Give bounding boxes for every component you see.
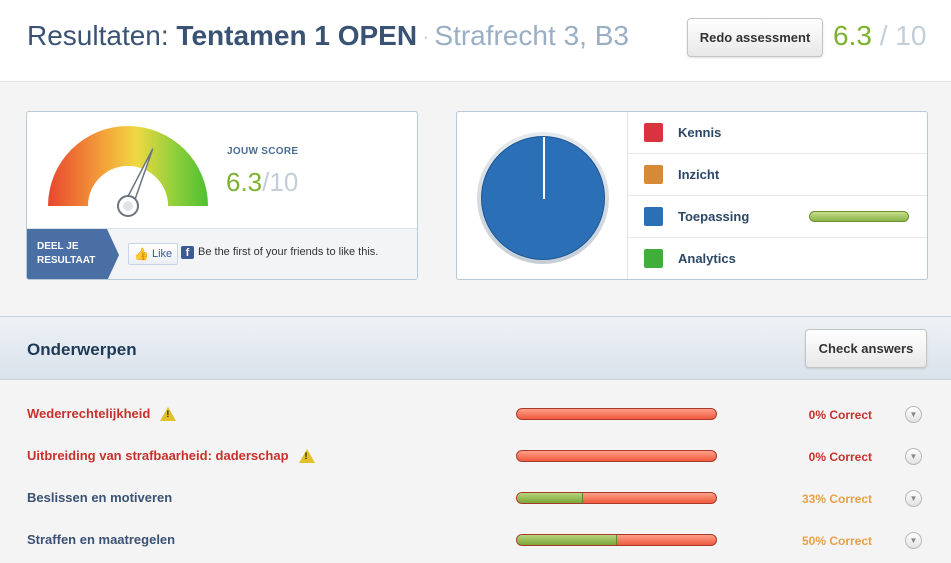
title-separator: ·	[423, 28, 429, 46]
topic-progress-bar	[516, 408, 717, 420]
topic-row[interactable]: Uitbreiding van strafbaarheid: daderscha…	[0, 435, 951, 477]
category-swatch-red	[644, 123, 663, 142]
page-title: Resultaten: Tentamen 1 OPEN · Strafrecht 3…	[27, 20, 629, 52]
exam-name: Tentamen 1 OPEN	[176, 20, 418, 51]
category-panel: Kennis Inzicht Toepassing Analytics	[456, 111, 928, 280]
score-gauge	[48, 126, 208, 217]
header-score: 6.3 / 10	[833, 20, 926, 52]
category-row[interactable]: Toepassing	[628, 196, 927, 238]
category-swatch-orange	[644, 165, 663, 184]
topics-title: Onderwerpen	[27, 340, 137, 359]
topic-name-wrap: Beslissen en motiveren	[27, 490, 172, 505]
category-swatch-blue	[644, 207, 663, 226]
chevron-down-icon[interactable]: ▼	[905, 406, 922, 423]
topic-name: Beslissen en motiveren	[27, 490, 173, 505]
share-strip: DEEL JE RESULTAAT 👍 Like f Be the first …	[27, 228, 417, 279]
gauge-hub-center	[123, 201, 133, 211]
category-row[interactable]: Analytics	[628, 238, 927, 279]
facebook-like-button[interactable]: 👍 Like	[128, 243, 179, 265]
title-prefix: Resultaten:	[27, 20, 177, 51]
warning-icon	[298, 448, 315, 463]
score-panel: JOUW SCORE 6.3/10 DEEL JE RESULTAAT 👍 Li…	[26, 111, 418, 280]
category-row[interactable]: Kennis	[628, 112, 927, 154]
like-label: Like	[151, 248, 173, 260]
category-label: Inzicht	[678, 167, 720, 182]
header-score-value: 6.3	[833, 20, 872, 51]
pie-chart-frame	[477, 132, 609, 264]
category-swatch-green	[644, 249, 663, 268]
category-label: Toepassing	[678, 209, 750, 224]
topic-progress-bar	[516, 450, 717, 462]
chevron-down-icon[interactable]: ▼	[905, 490, 922, 507]
facebook-icon: f	[181, 246, 194, 259]
header-score-max: 10	[895, 20, 927, 51]
topic-name-wrap: Wederrechtelijkheid	[27, 406, 177, 421]
topic-name-wrap: Straffen en maatregelen	[27, 532, 175, 547]
category-row[interactable]: Inzicht	[628, 154, 927, 196]
category-progress-bar	[809, 211, 909, 222]
score-label: JOUW SCORE	[227, 146, 299, 157]
category-pie-chart	[481, 136, 605, 260]
check-answers-button[interactable]: Check answers	[805, 329, 927, 368]
topic-name: Uitbreiding van strafbaarheid: daderscha…	[27, 448, 289, 463]
course-name: Strafrecht 3, B3	[434, 20, 629, 51]
chevron-down-icon[interactable]: ▼	[905, 532, 922, 549]
topic-percent-correct: 50% Correct	[801, 534, 872, 548]
category-label: Kennis	[678, 125, 722, 140]
topic-name: Wederrechtelijkheid	[27, 406, 151, 421]
score-value: 6.3	[226, 167, 263, 197]
score-max: 10	[269, 167, 299, 197]
topic-name-wrap: Uitbreiding van strafbaarheid: daderscha…	[27, 448, 315, 463]
topic-row[interactable]: Beslissen en motiveren 33% Correct ▼	[0, 477, 951, 519]
topic-percent-correct: 0% Correct	[808, 450, 872, 464]
topic-percent-correct: 33% Correct	[801, 492, 872, 506]
share-line-1: DEEL JE	[37, 241, 79, 252]
topic-progress-fill	[517, 493, 583, 503]
topic-progress-fill	[517, 535, 617, 545]
score-separator: /	[262, 167, 270, 197]
share-result-tag: DEEL JE RESULTAAT	[27, 229, 119, 279]
pie-slice-divider	[543, 137, 545, 199]
topic-row[interactable]: Straffen en maatregelen 50% Correct ▼	[0, 519, 951, 561]
thumbs-up-icon: 👍	[134, 247, 149, 261]
topic-name: Straffen en maatregelen	[27, 532, 176, 547]
topic-percent-correct: 0% Correct	[808, 408, 872, 422]
header-score-separator: /	[871, 20, 896, 51]
facebook-social-text: Be the first of your friends to like thi…	[198, 246, 379, 258]
topics-header: Onderwerpen Check answers	[0, 316, 951, 380]
chevron-down-icon[interactable]: ▼	[905, 448, 922, 465]
page-header: Resultaten: Tentamen 1 OPEN · Strafrecht 3…	[0, 0, 951, 82]
share-line-2: RESULTAAT	[37, 255, 96, 266]
category-legend: Kennis Inzicht Toepassing Analytics	[627, 112, 927, 279]
category-label: Analytics	[678, 251, 736, 266]
topic-row[interactable]: Wederrechtelijkheid 0% Correct ▼	[0, 393, 951, 435]
score-display: 6.3/10	[226, 167, 298, 198]
topic-progress-bar	[516, 492, 717, 504]
warning-icon	[160, 406, 177, 421]
topic-progress-bar	[516, 534, 717, 546]
redo-assessment-button[interactable]: Redo assessment	[687, 18, 823, 57]
gauge-inner	[88, 166, 168, 206]
